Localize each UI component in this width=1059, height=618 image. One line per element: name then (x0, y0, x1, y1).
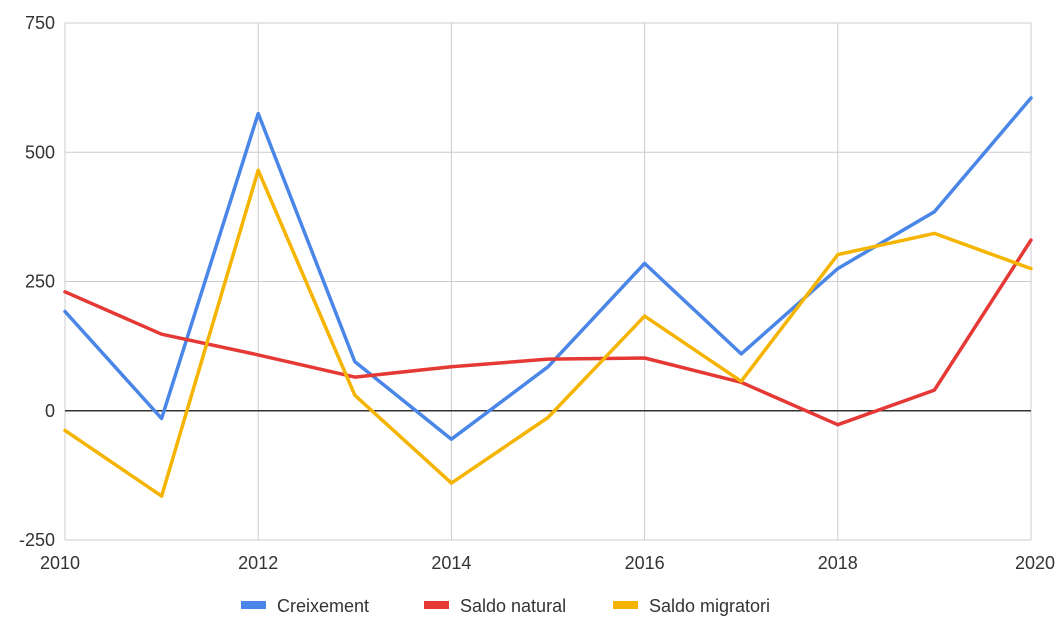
x-tick-label: 2016 (625, 553, 665, 573)
y-axis-tick-labels: -250 0 250 500 750 (19, 13, 55, 550)
y-tick-label: 750 (25, 13, 55, 33)
legend: Creixement Saldo natural Saldo migratori (241, 596, 770, 616)
series-lines (63, 96, 1033, 498)
x-tick-label: 2020 (1015, 553, 1055, 573)
x-tick-label: 2014 (431, 553, 471, 573)
y-tick-label: 250 (25, 272, 55, 292)
legend-label: Saldo migratori (649, 596, 770, 616)
x-tick-label: 2010 (40, 553, 80, 573)
series-line-creixement (63, 96, 1033, 441)
legend-label: Saldo natural (460, 596, 566, 616)
x-tick-label: 2018 (818, 553, 858, 573)
grid (64, 22, 1032, 541)
series-line-saldo-natural (63, 238, 1033, 427)
x-tick-label: 2012 (238, 553, 278, 573)
y-tick-label: 0 (45, 401, 55, 421)
legend-swatch (424, 601, 449, 609)
x-axis-tick-labels: 2010 2012 2014 2016 2018 2020 (40, 553, 1055, 573)
series-line-saldo-migratori (63, 168, 1033, 498)
legend-label: Creixement (277, 596, 369, 616)
y-tick-label: -250 (19, 530, 55, 550)
legend-swatch (241, 601, 266, 609)
y-tick-label: 500 (25, 142, 55, 162)
legend-swatch (613, 601, 638, 609)
